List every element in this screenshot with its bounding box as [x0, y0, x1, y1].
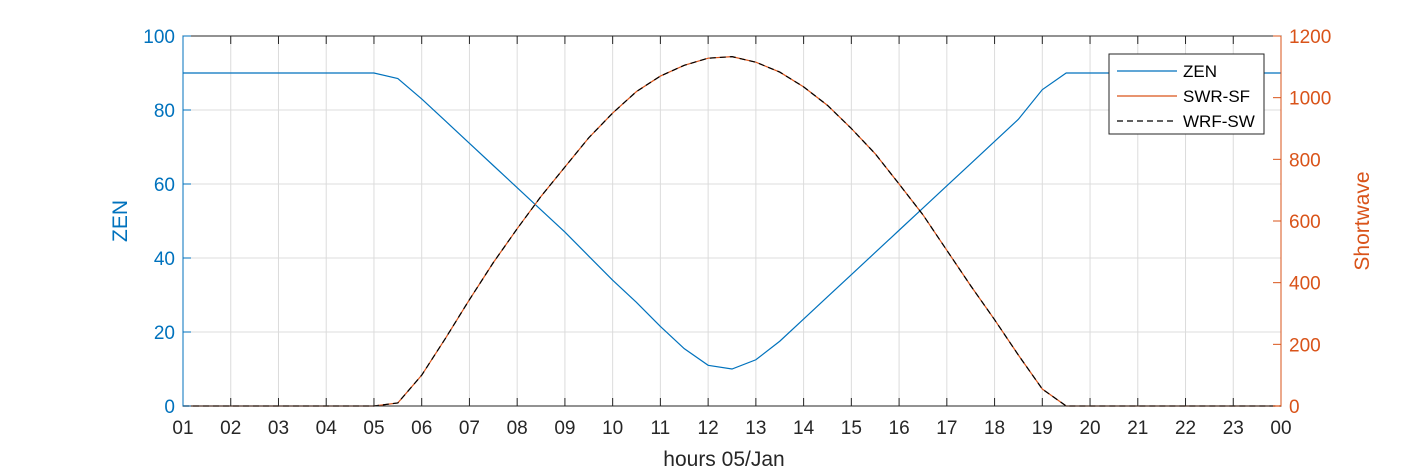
y-axis-label-left: ZEN — [109, 200, 132, 242]
x-tick-label: 10 — [602, 418, 623, 439]
x-tick-label: 22 — [1175, 418, 1196, 439]
legend-label-wrf-sw: WRF-SW — [1183, 112, 1255, 131]
grid-layer — [182, 36, 1282, 406]
legend-box — [1108, 53, 1265, 135]
x-tick-label: 04 — [316, 418, 338, 439]
x-tick-label: 01 — [172, 418, 193, 439]
x-tick-label: 05 — [363, 418, 384, 439]
series-line-zen — [183, 72, 1281, 370]
y-axis-label-right: Shortwave — [1351, 171, 1374, 270]
x-tick-label: 09 — [554, 418, 575, 439]
x-tick-label: 11 — [651, 418, 671, 439]
y-left-tick-label: 20 — [154, 323, 175, 344]
y-left-tick-label: 60 — [154, 175, 175, 196]
y-right-tick-label: 1200 — [1289, 27, 1331, 48]
y-right-tick-label: 400 — [1289, 274, 1321, 295]
legend: ZEN SWR-SF WRF-SW — [1108, 53, 1265, 135]
x-tick-label: 14 — [793, 418, 815, 439]
legend-label-swr-sf: SWR-SF — [1183, 87, 1250, 106]
x-tick-label: 15 — [841, 418, 862, 439]
y-right-tick-label: 1000 — [1289, 89, 1331, 110]
axes-layer: 01 02 03 04 05 06 07 08 09 10 11 12 13 14 15 16 17 18 19 20… — [143, 27, 1331, 439]
y-right-tick-label: 800 — [1289, 150, 1321, 171]
x-tick-label: 00 — [1270, 418, 1291, 439]
y-right-tick-label: 600 — [1289, 212, 1321, 233]
x-tick-label: 06 — [411, 418, 432, 439]
x-tick-label: 03 — [268, 418, 289, 439]
x-tick-label: 12 — [698, 418, 719, 439]
x-tick-label: 08 — [507, 418, 528, 439]
x-tick-label: 19 — [1032, 418, 1053, 439]
x-tick-label: 17 — [936, 418, 957, 439]
y-left-tick-label: 80 — [154, 101, 175, 122]
x-tick-label: 13 — [745, 418, 766, 439]
y-left-tick-label: 100 — [143, 27, 175, 48]
y-left-tick-label: 40 — [154, 249, 175, 270]
x-tick-label: 07 — [459, 418, 480, 439]
x-axis-label: hours 05/Jan — [663, 448, 784, 471]
y-right-tick-label: 0 — [1289, 397, 1300, 418]
x-tick-label: 20 — [1079, 418, 1100, 439]
x-tick-label: 21 — [1127, 418, 1148, 439]
y-left-tick-label: 0 — [164, 397, 175, 418]
x-tick-label: 02 — [220, 418, 241, 439]
y-right-tick-label: 200 — [1289, 335, 1321, 356]
x-tick-label: 16 — [889, 418, 910, 439]
x-tick-label: 23 — [1223, 418, 1244, 439]
x-tick-label: 18 — [984, 418, 1005, 439]
legend-label-zen: ZEN — [1183, 62, 1217, 81]
